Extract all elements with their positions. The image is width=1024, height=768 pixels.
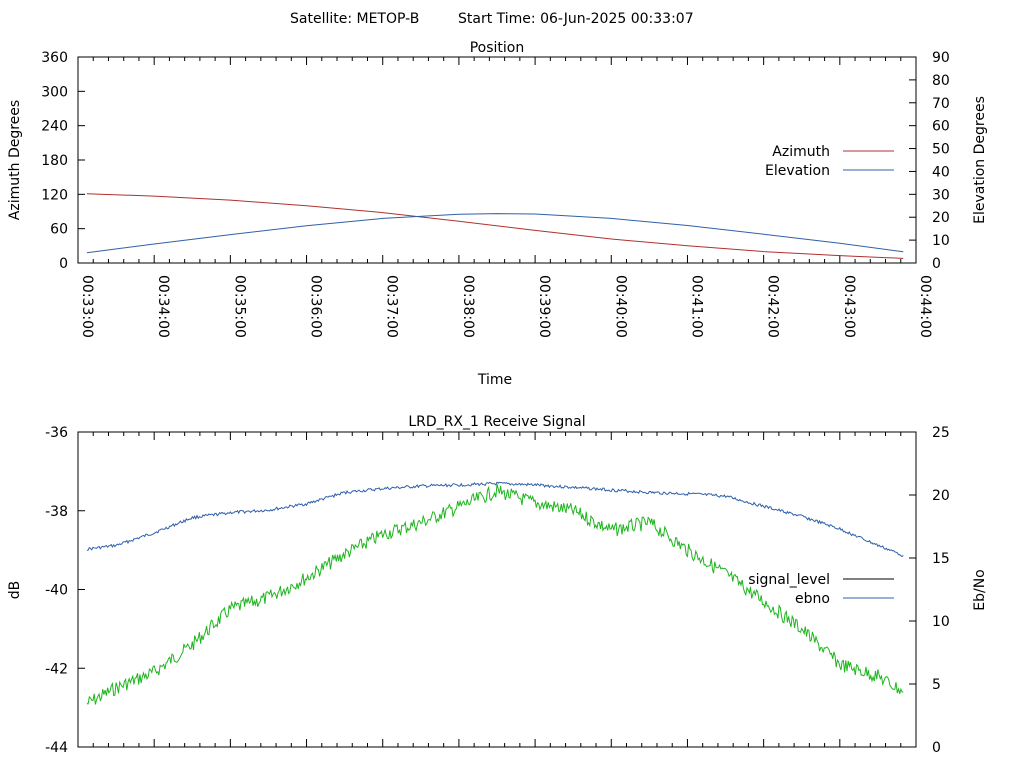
azimuth-axis-label: Azimuth Degrees (7, 100, 23, 220)
db-tick-label: -42 (45, 661, 68, 677)
ebno-line (86, 481, 904, 558)
position-legend: Azimuth Elevation (765, 144, 894, 179)
time-tick-label: 00:38:00 (460, 275, 476, 338)
elevation-tick-label: 90 (932, 50, 950, 66)
receive-signal-ticks: -44 -42 -40 -38 -36 0 5 10 15 20 25 (45, 425, 950, 756)
receive-signal-legend: signal_level ebno (748, 572, 894, 607)
position-title: Position (470, 40, 525, 56)
time-tick-label: 00:33:00 (79, 275, 95, 338)
time-tick-label: 00:41:00 (688, 275, 704, 338)
elevation-tick-label: 0 (932, 256, 941, 272)
elevation-tick-label: 30 (932, 187, 950, 203)
time-tick-label: 00:35:00 (231, 275, 247, 338)
time-tick-label: 00:37:00 (384, 275, 400, 338)
ebno-tick-label: 15 (932, 551, 950, 567)
elevation-tick-label: 10 (932, 233, 950, 249)
position-plot-frame (77, 56, 917, 264)
time-tick-label: 00:40:00 (612, 275, 628, 338)
elevation-tick-label: 20 (932, 210, 950, 226)
azimuth-tick-label: 240 (41, 119, 68, 135)
time-tick-label: 00:44:00 (917, 275, 933, 338)
time-tick-label: 00:42:00 (765, 275, 781, 338)
time-tick-label: 00:34:00 (155, 275, 171, 338)
time-tick-label: 00:36:00 (308, 275, 324, 338)
legend-elevation-label: Elevation (765, 163, 830, 179)
db-tick-label: -38 (45, 504, 68, 520)
db-tick-label: -36 (45, 425, 68, 441)
ebno-tick-label: 25 (932, 425, 950, 441)
azimuth-tick-label: 60 (50, 222, 68, 238)
db-axis-label: dB (7, 581, 23, 600)
ebno-tick-label: 20 (932, 488, 950, 504)
receive-signal-plot-frame (77, 431, 917, 748)
receive-signal-chart: LRD_RX_1 Receive Signal -44 -42 -40 -38 -36 0… (7, 414, 988, 756)
elevation-tick-label: 50 (932, 142, 950, 158)
ebno-axis-label: Eb/No (972, 569, 988, 611)
ebno-tick-label: 5 (932, 677, 941, 693)
elevation-tick-label: 70 (932, 96, 950, 112)
legend-ebno-label: ebno (795, 591, 830, 607)
azimuth-tick-label: 300 (41, 84, 68, 100)
ebno-tick-label: 0 (932, 740, 941, 756)
azimuth-line (86, 193, 904, 259)
receive-signal-title: LRD_RX_1 Receive Signal (408, 414, 585, 430)
start-time-label: Start Time: 06-Jun-2025 00:33:07 (458, 11, 694, 27)
elevation-tick-label: 80 (932, 73, 950, 89)
azimuth-tick-label: 180 (41, 153, 68, 169)
position-chart: Position 0 60 120 180 240 300 360 0 10 20 30 40 50 60… (7, 40, 988, 388)
satellite-label: Satellite: METOP-B (290, 11, 419, 27)
azimuth-tick-label: 120 (41, 187, 68, 203)
elevation-tick-label: 40 (932, 164, 950, 180)
time-axis-label: Time (477, 372, 512, 388)
receive-signal-lines (86, 481, 904, 705)
legend-azimuth-label: Azimuth (772, 144, 830, 160)
db-tick-label: -40 (45, 583, 68, 599)
elevation-tick-label: 60 (932, 119, 950, 135)
db-tick-label: -44 (45, 740, 68, 756)
ebno-tick-label: 10 (932, 614, 950, 630)
elevation-line (86, 213, 904, 254)
legend-signal-level-label: signal_level (748, 572, 830, 588)
time-tick-label: 00:39:00 (536, 275, 552, 338)
azimuth-tick-label: 0 (59, 256, 68, 272)
signal-level-line (86, 484, 904, 705)
position-ticks: 0 60 120 180 240 300 360 0 10 20 30 40 50 60 70 80 90 00:… (41, 50, 950, 338)
position-lines (86, 193, 904, 259)
time-tick-label: 00:43:00 (841, 275, 857, 338)
elevation-axis-label: Elevation Degrees (972, 96, 988, 224)
azimuth-tick-label: 360 (41, 50, 68, 66)
